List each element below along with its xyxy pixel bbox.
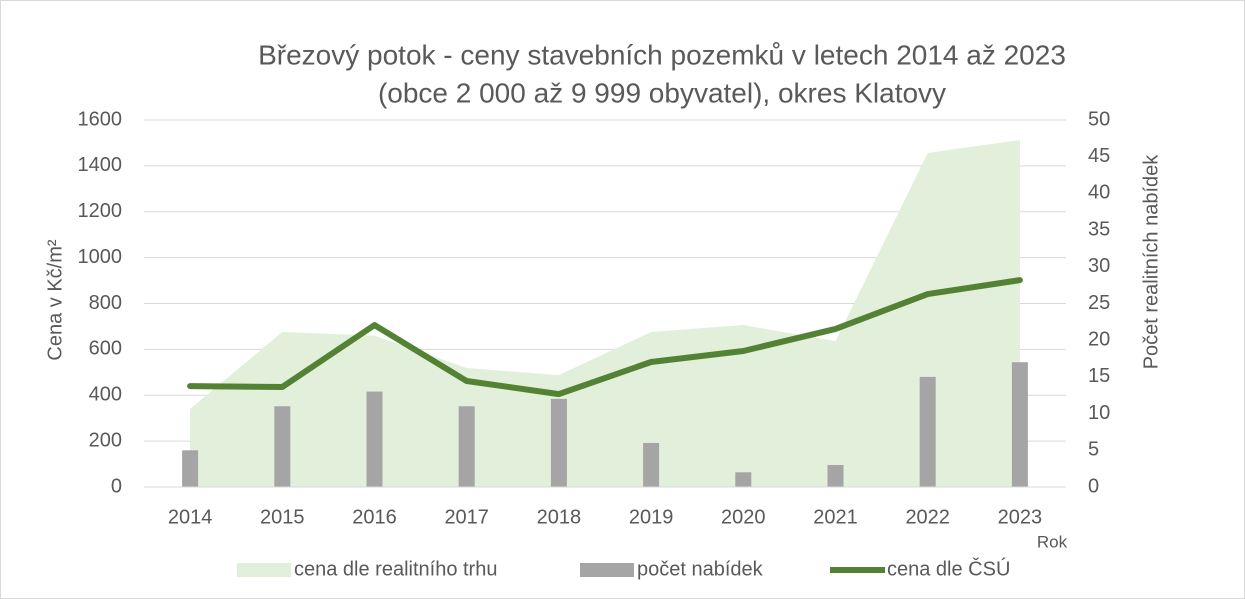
chart-title: Březový potok - ceny stavebních pozemků …	[258, 39, 1066, 70]
y-tick-label: 800	[89, 292, 122, 314]
y2-tick-label: 10	[1088, 402, 1110, 424]
y-tick-label: 1000	[78, 246, 123, 268]
bar	[735, 472, 752, 487]
bar	[458, 406, 475, 487]
y-axis-label: Cena v Kč/m²	[44, 239, 66, 360]
line	[187, 277, 1023, 398]
bar	[182, 450, 199, 487]
x-tick-label: 2023	[998, 506, 1043, 528]
x-tick-label: 2018	[537, 506, 582, 528]
y2-tick-label: 15	[1088, 365, 1110, 387]
bar	[366, 391, 383, 487]
y-tick-label: 1200	[78, 200, 123, 222]
legend-label: cena dle ČSÚ	[887, 557, 1010, 580]
y2-tick-label: 50	[1088, 108, 1110, 130]
y-tick-label: 0	[111, 475, 122, 497]
x-tick-label: 2017	[444, 506, 489, 528]
y2-tick-label: 25	[1088, 292, 1110, 314]
y2-tick-label: 45	[1088, 145, 1110, 167]
bar	[919, 376, 936, 487]
legend-label: cena dle realitního trhu	[294, 558, 497, 580]
y-tick-label: 600	[89, 338, 122, 360]
bar	[274, 406, 291, 487]
bar	[1011, 362, 1028, 487]
bar	[643, 442, 660, 487]
y-tick-label: 200	[89, 429, 122, 451]
legend-swatch	[580, 563, 634, 577]
area	[190, 139, 1020, 487]
y-tick-label: 1600	[78, 108, 123, 130]
y2-tick-label: 35	[1088, 218, 1110, 240]
x-tick-label: 2020	[721, 506, 766, 528]
y2-tick-label: 0	[1088, 475, 1099, 497]
x-tick-label: 2021	[813, 506, 858, 528]
y2-tick-label: 30	[1088, 255, 1110, 277]
y2-axis-label: Počet realitních nabídek	[1140, 154, 1162, 370]
legend-swatch	[237, 563, 291, 577]
y2-tick-label: 5	[1088, 439, 1099, 461]
y2-tick-label: 40	[1088, 182, 1110, 204]
x-axis-label: Rok	[1037, 532, 1068, 551]
chart-title: (obce 2 000 až 9 999 obyvatel), okres Kl…	[378, 77, 946, 108]
x-tick-label: 2014	[168, 506, 213, 528]
x-tick-label: 2022	[905, 506, 950, 528]
x-tick-label: 2016	[352, 506, 397, 528]
y2-tick-label: 20	[1088, 328, 1110, 350]
bar	[550, 398, 567, 487]
x-tick-label: 2015	[260, 506, 305, 528]
y-tick-label: 1400	[78, 154, 123, 176]
legend-label: počet nabídek	[637, 558, 764, 580]
y-tick-label: 400	[89, 384, 122, 406]
bar	[827, 464, 844, 487]
x-tick-label: 2019	[629, 506, 674, 528]
